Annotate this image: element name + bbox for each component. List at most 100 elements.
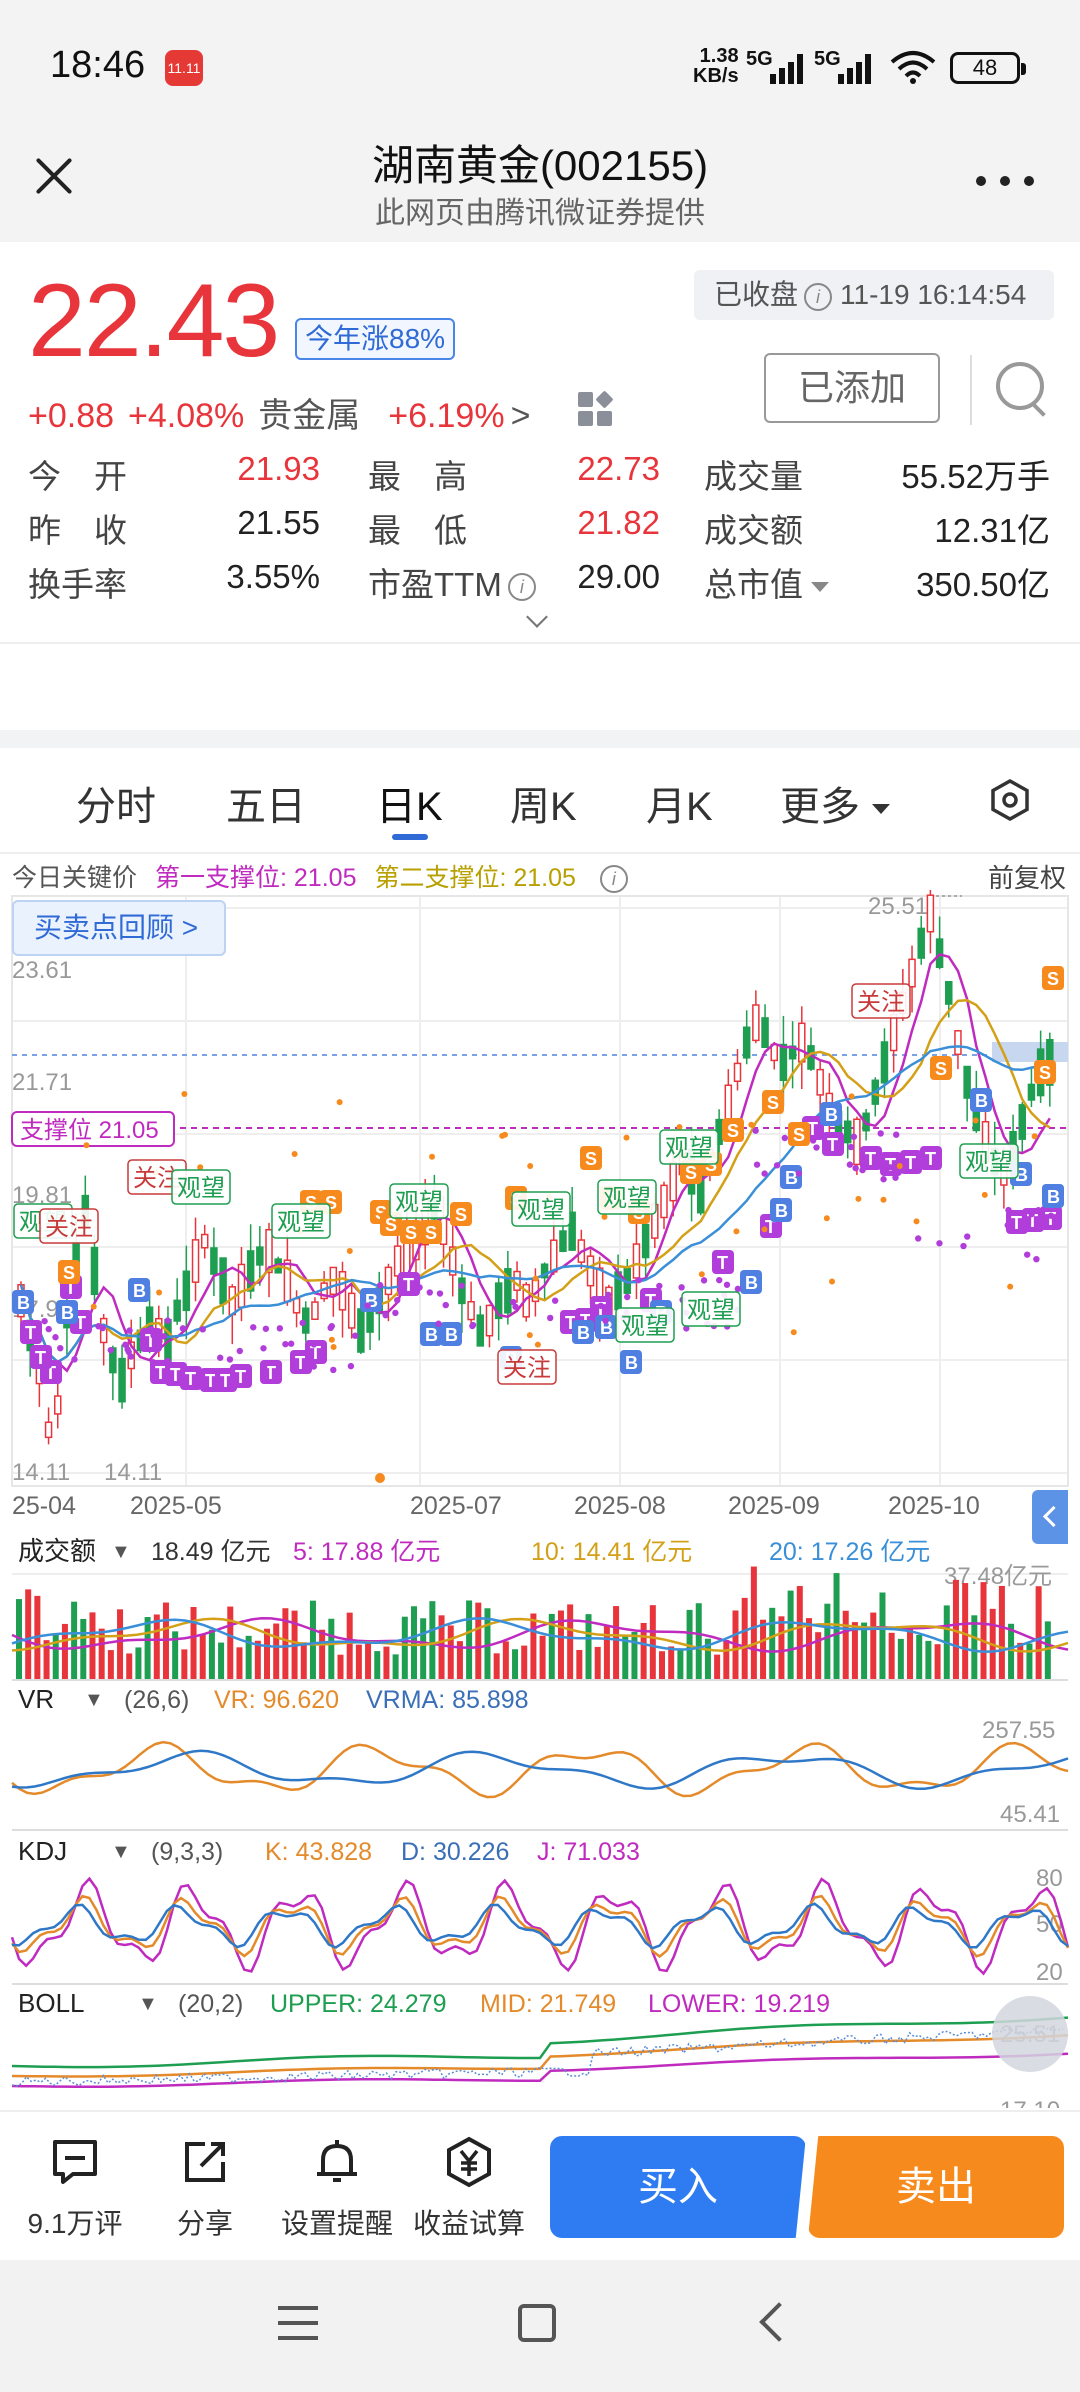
info-icon[interactable]: i (507, 573, 536, 602)
signal-dot (602, 1317, 609, 1324)
signal-dot (914, 1235, 922, 1242)
signal-badge (860, 1146, 882, 1170)
sell-button[interactable]: 卖出 (808, 2136, 1064, 2238)
signal-dot (855, 1195, 862, 1202)
info-icon[interactable]: i (599, 865, 628, 894)
chevron-right-icon[interactable]: > (510, 397, 531, 435)
volume-bar (824, 1603, 831, 1680)
x-axis-label: 2025-07 (410, 1492, 502, 1520)
signal-dot (179, 1325, 187, 1332)
chart-marker-box (597, 1179, 657, 1215)
vr-max-label: 257.55 (982, 1717, 1055, 1744)
chevron-down-icon[interactable] (811, 582, 829, 593)
signal-dot (823, 1215, 830, 1222)
signal-badge-label: B (17, 1293, 30, 1313)
signal-dot (676, 1124, 683, 1131)
volume-bar (916, 1634, 923, 1680)
signal-dot (846, 1161, 854, 1168)
support-label-box (11, 1111, 175, 1147)
signal-badge-label: T (65, 1278, 76, 1298)
tab-five-day[interactable]: 五日 (226, 785, 306, 829)
candle-body (550, 1239, 558, 1273)
signal-badge (770, 1198, 792, 1222)
chart-marker-box (511, 1191, 571, 1227)
sector-link[interactable]: 贵金属 +6.19% > (258, 397, 531, 435)
indicator-value: (20,2) (178, 1990, 243, 2018)
chart-marker-label: 观望 (395, 1189, 443, 1216)
chart-settings-icon[interactable] (988, 778, 1032, 822)
volume-bar (539, 1635, 546, 1680)
signal-dot (512, 1303, 519, 1310)
buy-button[interactable]: 买入 (550, 2136, 806, 2238)
comment-icon[interactable] (49, 2136, 101, 2188)
signal-badge-label: T (865, 1149, 876, 1169)
stat-label: 昨 收 (28, 512, 127, 549)
tab-daily-k[interactable]: 日K (376, 785, 443, 829)
stat-label: 换手率 (28, 566, 127, 603)
home-icon[interactable] (518, 2304, 556, 2342)
stat-value: 55.52万手 (901, 458, 1050, 495)
chart-frame (11, 895, 1069, 1487)
candle-body (843, 1120, 852, 1144)
menu-icon[interactable] (278, 2306, 318, 2342)
signal-dot (813, 1144, 820, 1151)
expand-side-tab-icon[interactable] (1032, 1490, 1068, 1544)
share-button[interactable]: 分享 (140, 2136, 270, 2242)
profit-calc-button[interactable]: 收益试算 (404, 2136, 534, 2242)
tab-weekly-k[interactable]: 周K (510, 785, 577, 829)
signal-dot (534, 1341, 541, 1348)
tab-more[interactable]: 更多 (780, 774, 890, 832)
volume-bar (328, 1618, 335, 1680)
volume-bar (319, 1629, 326, 1680)
volume-bar (861, 1622, 868, 1680)
signal-dot (913, 1218, 920, 1225)
candle-body (210, 1247, 218, 1275)
signal-dot (310, 1363, 317, 1370)
candle-body (118, 1357, 126, 1403)
signal-dot (1033, 1255, 1040, 1263)
signal-dot (836, 1140, 843, 1148)
signal-badge-label: B (445, 1325, 458, 1345)
tab-monthly-k[interactable]: 月K (646, 785, 713, 829)
floating-action-button[interactable] (992, 1996, 1068, 2072)
signal-dot (1028, 1210, 1035, 1218)
trade-review-button[interactable]: 买卖点回顾 > (12, 900, 226, 956)
signal-dot (299, 1319, 306, 1327)
comments-button[interactable]: 9.1万评 (10, 2136, 140, 2242)
expand-chevron-icon[interactable] (526, 606, 548, 628)
volume-bar (787, 1590, 794, 1680)
candle-body (485, 1304, 494, 1337)
key-price-row: 今日关键价 第一支撑位: 21.05 第二支撑位: 21.05 i (12, 858, 646, 894)
y-axis-label: 21.71 (12, 1069, 72, 1096)
back-icon[interactable] (759, 2302, 799, 2342)
signal-dot (52, 1334, 59, 1341)
adjust-mode[interactable]: 前复权 (988, 863, 1067, 893)
signal-dot (683, 1325, 690, 1332)
candle-body (458, 1277, 466, 1305)
chart-marker-label: 关注 (857, 989, 905, 1016)
signal-badge-label: S (385, 1215, 397, 1235)
apps-grid-icon[interactable] (578, 390, 614, 428)
volume-bar (181, 1649, 188, 1680)
close-icon[interactable] (28, 150, 80, 202)
tab-intraday[interactable]: 分时 (76, 785, 156, 829)
candle-body (347, 1292, 356, 1329)
yen-icon[interactable] (443, 2136, 495, 2188)
watchlist-added-button[interactable]: 已添加 (764, 353, 940, 423)
signal-dot (972, 1117, 979, 1124)
volume-bar (300, 1642, 307, 1680)
set-alert-button[interactable]: 设置提醒 (272, 2136, 402, 2242)
indicator-value: (26,6) (124, 1686, 189, 1714)
signal-badge (230, 1364, 252, 1388)
bell-icon[interactable] (311, 2136, 363, 2188)
chart-marker-box (615, 1307, 675, 1343)
search-icon[interactable] (994, 360, 1054, 420)
signal-dot (597, 1302, 604, 1309)
share-icon[interactable] (179, 2136, 231, 2188)
chevron-down-icon[interactable] (872, 804, 890, 815)
moving-average-line (19, 953, 1051, 1373)
more-icon[interactable] (976, 170, 1036, 190)
info-icon[interactable]: i (804, 282, 833, 311)
stat-label[interactable]: 总市值 (704, 558, 829, 606)
